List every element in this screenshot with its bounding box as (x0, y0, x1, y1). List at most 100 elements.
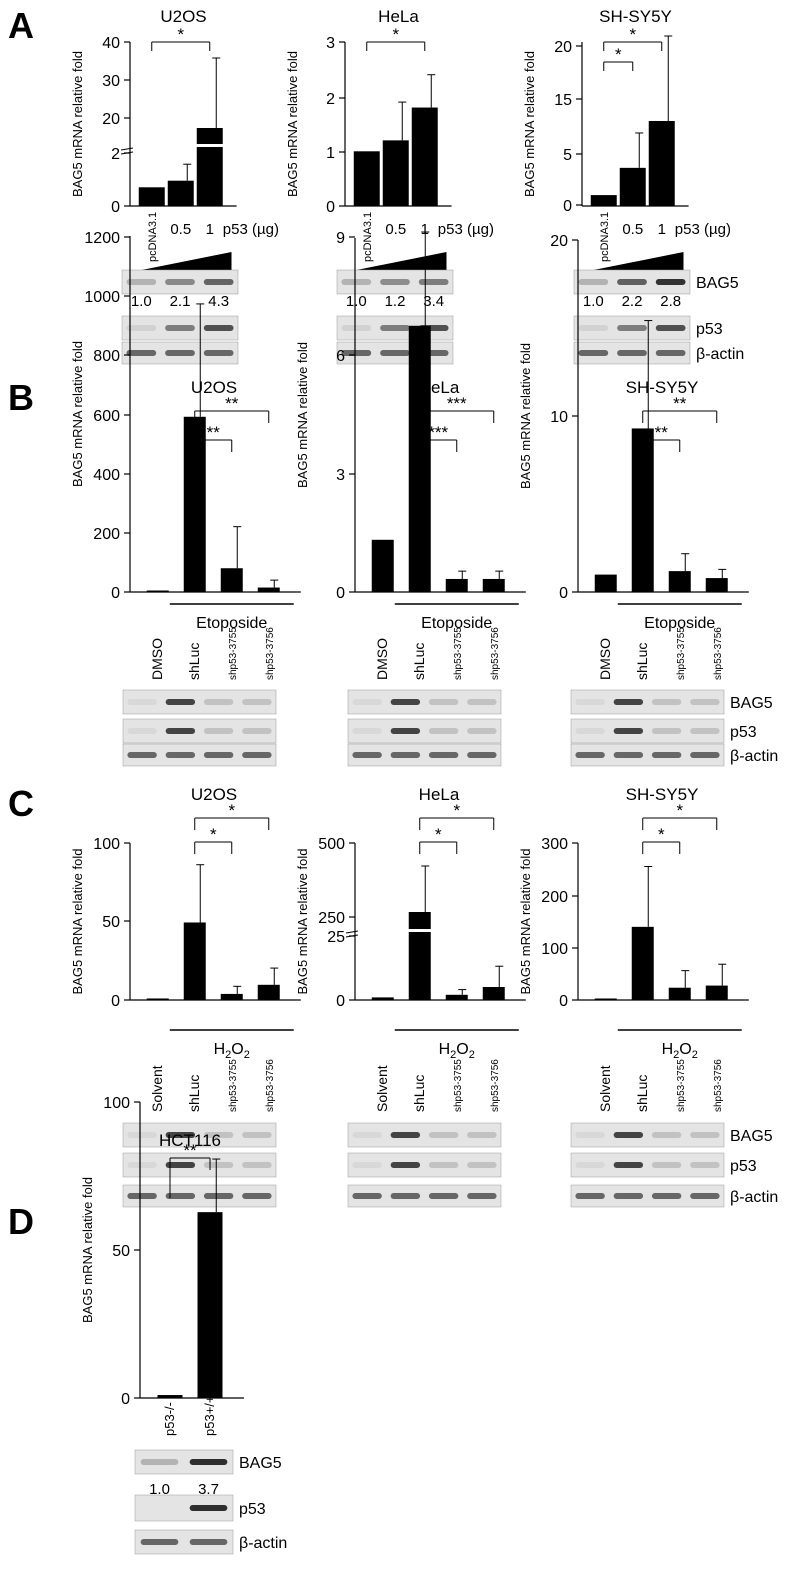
bar (408, 912, 431, 1000)
y-tick-label: 3 (336, 467, 345, 484)
bar (157, 1395, 183, 1398)
blot-band (390, 1162, 421, 1168)
blot-band (380, 279, 410, 285)
y-tick-label: 10 (550, 409, 568, 426)
band-label: β-actin (730, 1189, 778, 1206)
x-label: pcDNA3.1 (147, 212, 159, 262)
y-axis-label: BAG5 mRNA relative fold (295, 849, 310, 995)
quant-value: 4.3 (208, 293, 229, 310)
x-label: shp53-3756 (490, 1059, 501, 1112)
x-label: 0.5 (622, 221, 643, 238)
blot-band (341, 279, 372, 285)
blot-band (126, 325, 157, 331)
y-tick-label: 50 (112, 1243, 130, 1260)
chart-title: HeLa (378, 7, 419, 26)
bar (482, 578, 505, 592)
blot-band (428, 1132, 459, 1138)
sig-star: * (392, 25, 399, 44)
blot-band (126, 279, 157, 285)
sig-star: * (615, 45, 622, 64)
x-label: 1 (206, 221, 214, 238)
x-label: 0.5 (385, 221, 406, 238)
blot-band (690, 1132, 720, 1138)
band-label: BAG5 (239, 1455, 282, 1472)
sig-star: ** (673, 394, 687, 413)
y-tick-label: 0 (111, 993, 120, 1010)
bar (594, 998, 617, 1000)
chart-title: HCT116 (159, 1131, 221, 1150)
x-label: shLuc (411, 1075, 427, 1112)
y-tick-label: 50 (102, 914, 120, 931)
dose-wedge (593, 252, 684, 270)
treatment-label: Etoposide (421, 615, 492, 632)
bar (445, 578, 468, 592)
blot-strip (570, 718, 725, 744)
sig-star: * (676, 801, 683, 820)
y-tick-label: 0 (336, 585, 345, 602)
blot-strip (570, 1184, 725, 1208)
blot-band (341, 325, 372, 331)
x-label: shp53-3755 (676, 627, 687, 680)
quant-value: 3.7 (198, 1481, 219, 1498)
blot-band (428, 1193, 459, 1199)
blot-strip (336, 269, 454, 295)
y-tick-label: 30 (102, 73, 120, 90)
treatment-label: H2O2 (662, 1041, 698, 1061)
blot-strip (122, 689, 277, 715)
treatment-label: Etoposide (196, 615, 267, 632)
blot-band (165, 1132, 196, 1138)
blot-band (165, 350, 195, 356)
y-tick-label: 0 (559, 993, 568, 1010)
bar (590, 195, 617, 206)
treatment-label: Etoposide (644, 615, 715, 632)
bar (619, 167, 646, 206)
bar (197, 1212, 223, 1398)
y-tick-label: 200 (93, 526, 120, 543)
blot-band (380, 350, 410, 356)
x-label: shp53-3755 (453, 627, 464, 680)
quant-value: 1.0 (149, 1481, 170, 1498)
blot-band (203, 350, 234, 356)
x-label: DMSO (597, 638, 613, 680)
blot-band (655, 350, 686, 356)
blot-band (242, 752, 272, 758)
y-axis-label: BAG5 mRNA relative fold (70, 51, 85, 197)
x-label: 0.5 (170, 221, 191, 238)
quant-value: 1.0 (346, 293, 367, 310)
blot-band (575, 1193, 605, 1199)
chart-title: U2OS (160, 7, 206, 26)
blot-band (165, 699, 196, 705)
chart-title: SH-SY5Y (626, 785, 699, 804)
bar (257, 587, 280, 592)
blot-band (578, 279, 609, 285)
blot-band (467, 699, 497, 705)
sig-star: * (177, 25, 184, 44)
y-tick-label: 6 (336, 348, 345, 365)
blot-strip (347, 689, 502, 715)
blot-band (242, 699, 272, 705)
blot-band (428, 728, 459, 734)
blot-band (651, 1132, 682, 1138)
blot-band (140, 1459, 179, 1465)
x-label: p53-/- (162, 1402, 177, 1436)
y-tick-label: 100 (103, 1095, 130, 1112)
chart-title: SH-SY5Y (599, 7, 672, 26)
y-axis-label: BAG5 mRNA relative fold (518, 343, 533, 489)
blot-band (467, 752, 497, 758)
y-tick-label: 100 (541, 941, 568, 958)
y-tick-label: 300 (541, 836, 568, 853)
blot-band (613, 699, 644, 705)
blot-band (613, 1162, 644, 1168)
y-tick-label: 20 (554, 39, 572, 56)
y-tick-label: 2 (111, 146, 120, 163)
chart-title: U2OS (191, 785, 237, 804)
blot-band (127, 1132, 157, 1138)
x-label: DMSO (149, 638, 165, 680)
y-tick-label: 20 (102, 111, 120, 128)
blot-band (617, 325, 647, 331)
bar (220, 993, 243, 1000)
sig-star: * (210, 825, 217, 844)
treatment-label: H2O2 (439, 1041, 475, 1061)
bar (183, 416, 206, 592)
x-label: Solvent (374, 1065, 390, 1112)
